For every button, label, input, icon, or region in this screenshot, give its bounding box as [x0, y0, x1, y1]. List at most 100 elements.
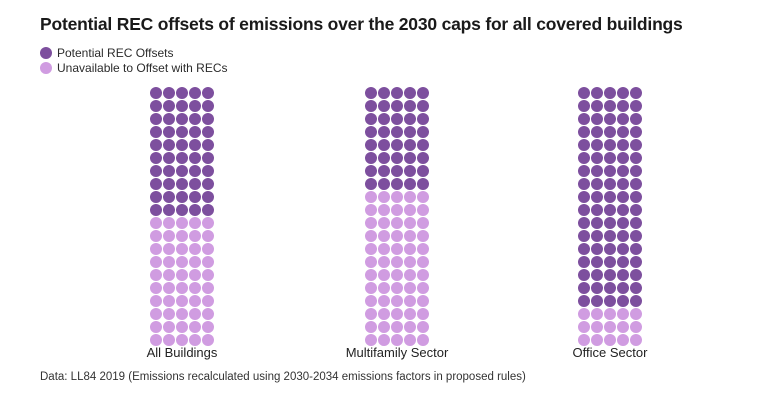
legend-item-unavailable: Unavailable to Offset with RECs [40, 60, 228, 75]
dot-potential-offset [578, 230, 590, 242]
dot-potential-offset [202, 113, 214, 125]
dot-potential-offset [604, 152, 616, 164]
dot-potential-offset [630, 269, 642, 281]
dot-potential-offset [391, 113, 403, 125]
dot-potential-offset [617, 230, 629, 242]
dot-unavailable [365, 295, 377, 307]
dot-potential-offset [365, 113, 377, 125]
dot-unavailable [189, 295, 201, 307]
dot-potential-offset [202, 87, 214, 99]
dot-unavailable [630, 308, 642, 320]
dot-potential-offset [391, 126, 403, 138]
dot-potential-offset [202, 126, 214, 138]
dot-potential-offset [617, 191, 629, 203]
dot-potential-offset [391, 100, 403, 112]
dot-unavailable [391, 282, 403, 294]
dot-unavailable [189, 269, 201, 281]
dot-potential-offset [578, 256, 590, 268]
dot-potential-offset [630, 191, 642, 203]
dot-potential-offset [591, 87, 603, 99]
dot-potential-offset [365, 139, 377, 151]
dot-unavailable [378, 217, 390, 229]
dot-unavailable [150, 243, 162, 255]
dot-potential-offset [578, 139, 590, 151]
dot-potential-offset [391, 152, 403, 164]
dot-unavailable [163, 230, 175, 242]
dot-unavailable [378, 191, 390, 203]
dot-potential-offset [591, 152, 603, 164]
dot-potential-offset [604, 126, 616, 138]
dot-potential-offset [617, 256, 629, 268]
dot-unavailable [163, 243, 175, 255]
dot-potential-offset [604, 243, 616, 255]
dot-unavailable [391, 217, 403, 229]
dot-potential-offset [591, 295, 603, 307]
legend: Potential REC Offsets Unavailable to Off… [40, 45, 228, 75]
dot-potential-offset [163, 191, 175, 203]
dot-unavailable [189, 230, 201, 242]
dot-potential-offset [630, 178, 642, 190]
category-label-multifamily-sector: Multifamily Sector [345, 345, 449, 360]
dot-potential-offset [176, 126, 188, 138]
dot-unavailable [391, 191, 403, 203]
dot-potential-offset [189, 165, 201, 177]
chart-title: Potential REC offsets of emissions over … [40, 14, 683, 34]
dot-potential-offset [404, 139, 416, 151]
dot-potential-offset [150, 139, 162, 151]
dot-potential-offset [378, 139, 390, 151]
dot-potential-offset [591, 217, 603, 229]
dot-potential-offset [630, 217, 642, 229]
dot-potential-offset [630, 204, 642, 216]
dot-potential-offset [163, 100, 175, 112]
dot-potential-offset [604, 295, 616, 307]
dot-potential-offset [163, 204, 175, 216]
dot-potential-offset [578, 269, 590, 281]
dot-unavailable [202, 308, 214, 320]
dot-unavailable [176, 256, 188, 268]
dot-potential-offset [189, 87, 201, 99]
dot-potential-offset [591, 230, 603, 242]
dot-unavailable [365, 256, 377, 268]
dot-unavailable [365, 269, 377, 281]
dot-unavailable [404, 321, 416, 333]
dot-potential-offset [617, 152, 629, 164]
dot-unavailable [617, 321, 629, 333]
dot-unavailable [176, 321, 188, 333]
dot-unavailable [404, 308, 416, 320]
dot-unavailable [578, 308, 590, 320]
dot-unavailable [378, 295, 390, 307]
dot-potential-offset [378, 178, 390, 190]
dot-potential-offset [578, 243, 590, 255]
waffle-column-office-sector [578, 87, 642, 346]
dot-potential-offset [202, 100, 214, 112]
dot-potential-offset [630, 100, 642, 112]
dot-potential-offset [391, 165, 403, 177]
dot-potential-offset [591, 191, 603, 203]
dot-potential-offset [378, 113, 390, 125]
dot-potential-offset [202, 191, 214, 203]
dot-unavailable [404, 217, 416, 229]
dot-potential-offset [391, 178, 403, 190]
dot-unavailable [365, 217, 377, 229]
dot-unavailable [417, 282, 429, 294]
dot-potential-offset [417, 152, 429, 164]
dot-potential-offset [189, 100, 201, 112]
dot-unavailable [150, 269, 162, 281]
dot-potential-offset [591, 100, 603, 112]
dot-unavailable [176, 282, 188, 294]
dot-unavailable [365, 204, 377, 216]
dot-unavailable [163, 282, 175, 294]
dot-unavailable [365, 230, 377, 242]
dot-potential-offset [150, 113, 162, 125]
dot-unavailable [378, 282, 390, 294]
dot-potential-offset [578, 217, 590, 229]
dot-potential-offset [578, 282, 590, 294]
dot-unavailable [391, 334, 403, 346]
dot-unavailable [378, 269, 390, 281]
dot-potential-offset [189, 178, 201, 190]
dot-potential-offset [604, 113, 616, 125]
dot-unavailable [202, 321, 214, 333]
dot-potential-offset [150, 204, 162, 216]
dot-potential-offset [417, 87, 429, 99]
dot-potential-offset [578, 152, 590, 164]
